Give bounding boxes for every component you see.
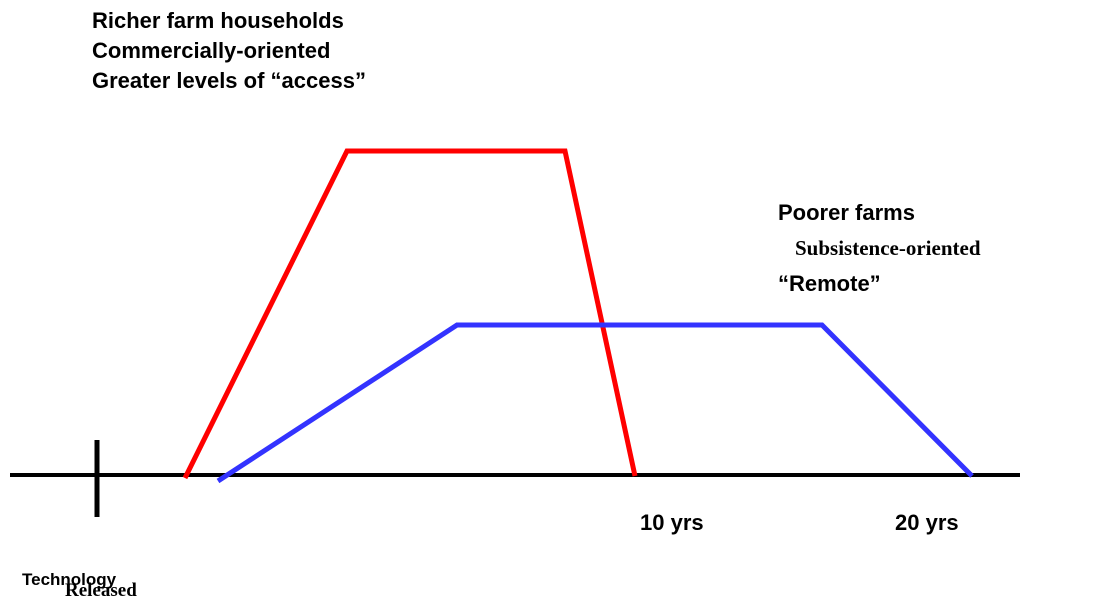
poorer-label: Subsistence-oriented — [795, 236, 981, 260]
poorer-title: Poorer farms — [778, 200, 915, 225]
start-label: Technology — [22, 570, 117, 589]
time-label: 10 yrs — [640, 510, 704, 535]
richer-label: Richer farm households — [92, 8, 344, 33]
poorer-adoption-curve — [216, 322, 974, 484]
richer-label: Commercially-oriented — [92, 38, 330, 63]
richer-adoption-curve — [182, 148, 638, 480]
richer-label: Greater levels of “access” — [92, 68, 366, 93]
start-label: Released — [65, 580, 137, 600]
time-label: 20 yrs — [895, 510, 959, 535]
poorer-label: “Remote” — [778, 271, 881, 296]
